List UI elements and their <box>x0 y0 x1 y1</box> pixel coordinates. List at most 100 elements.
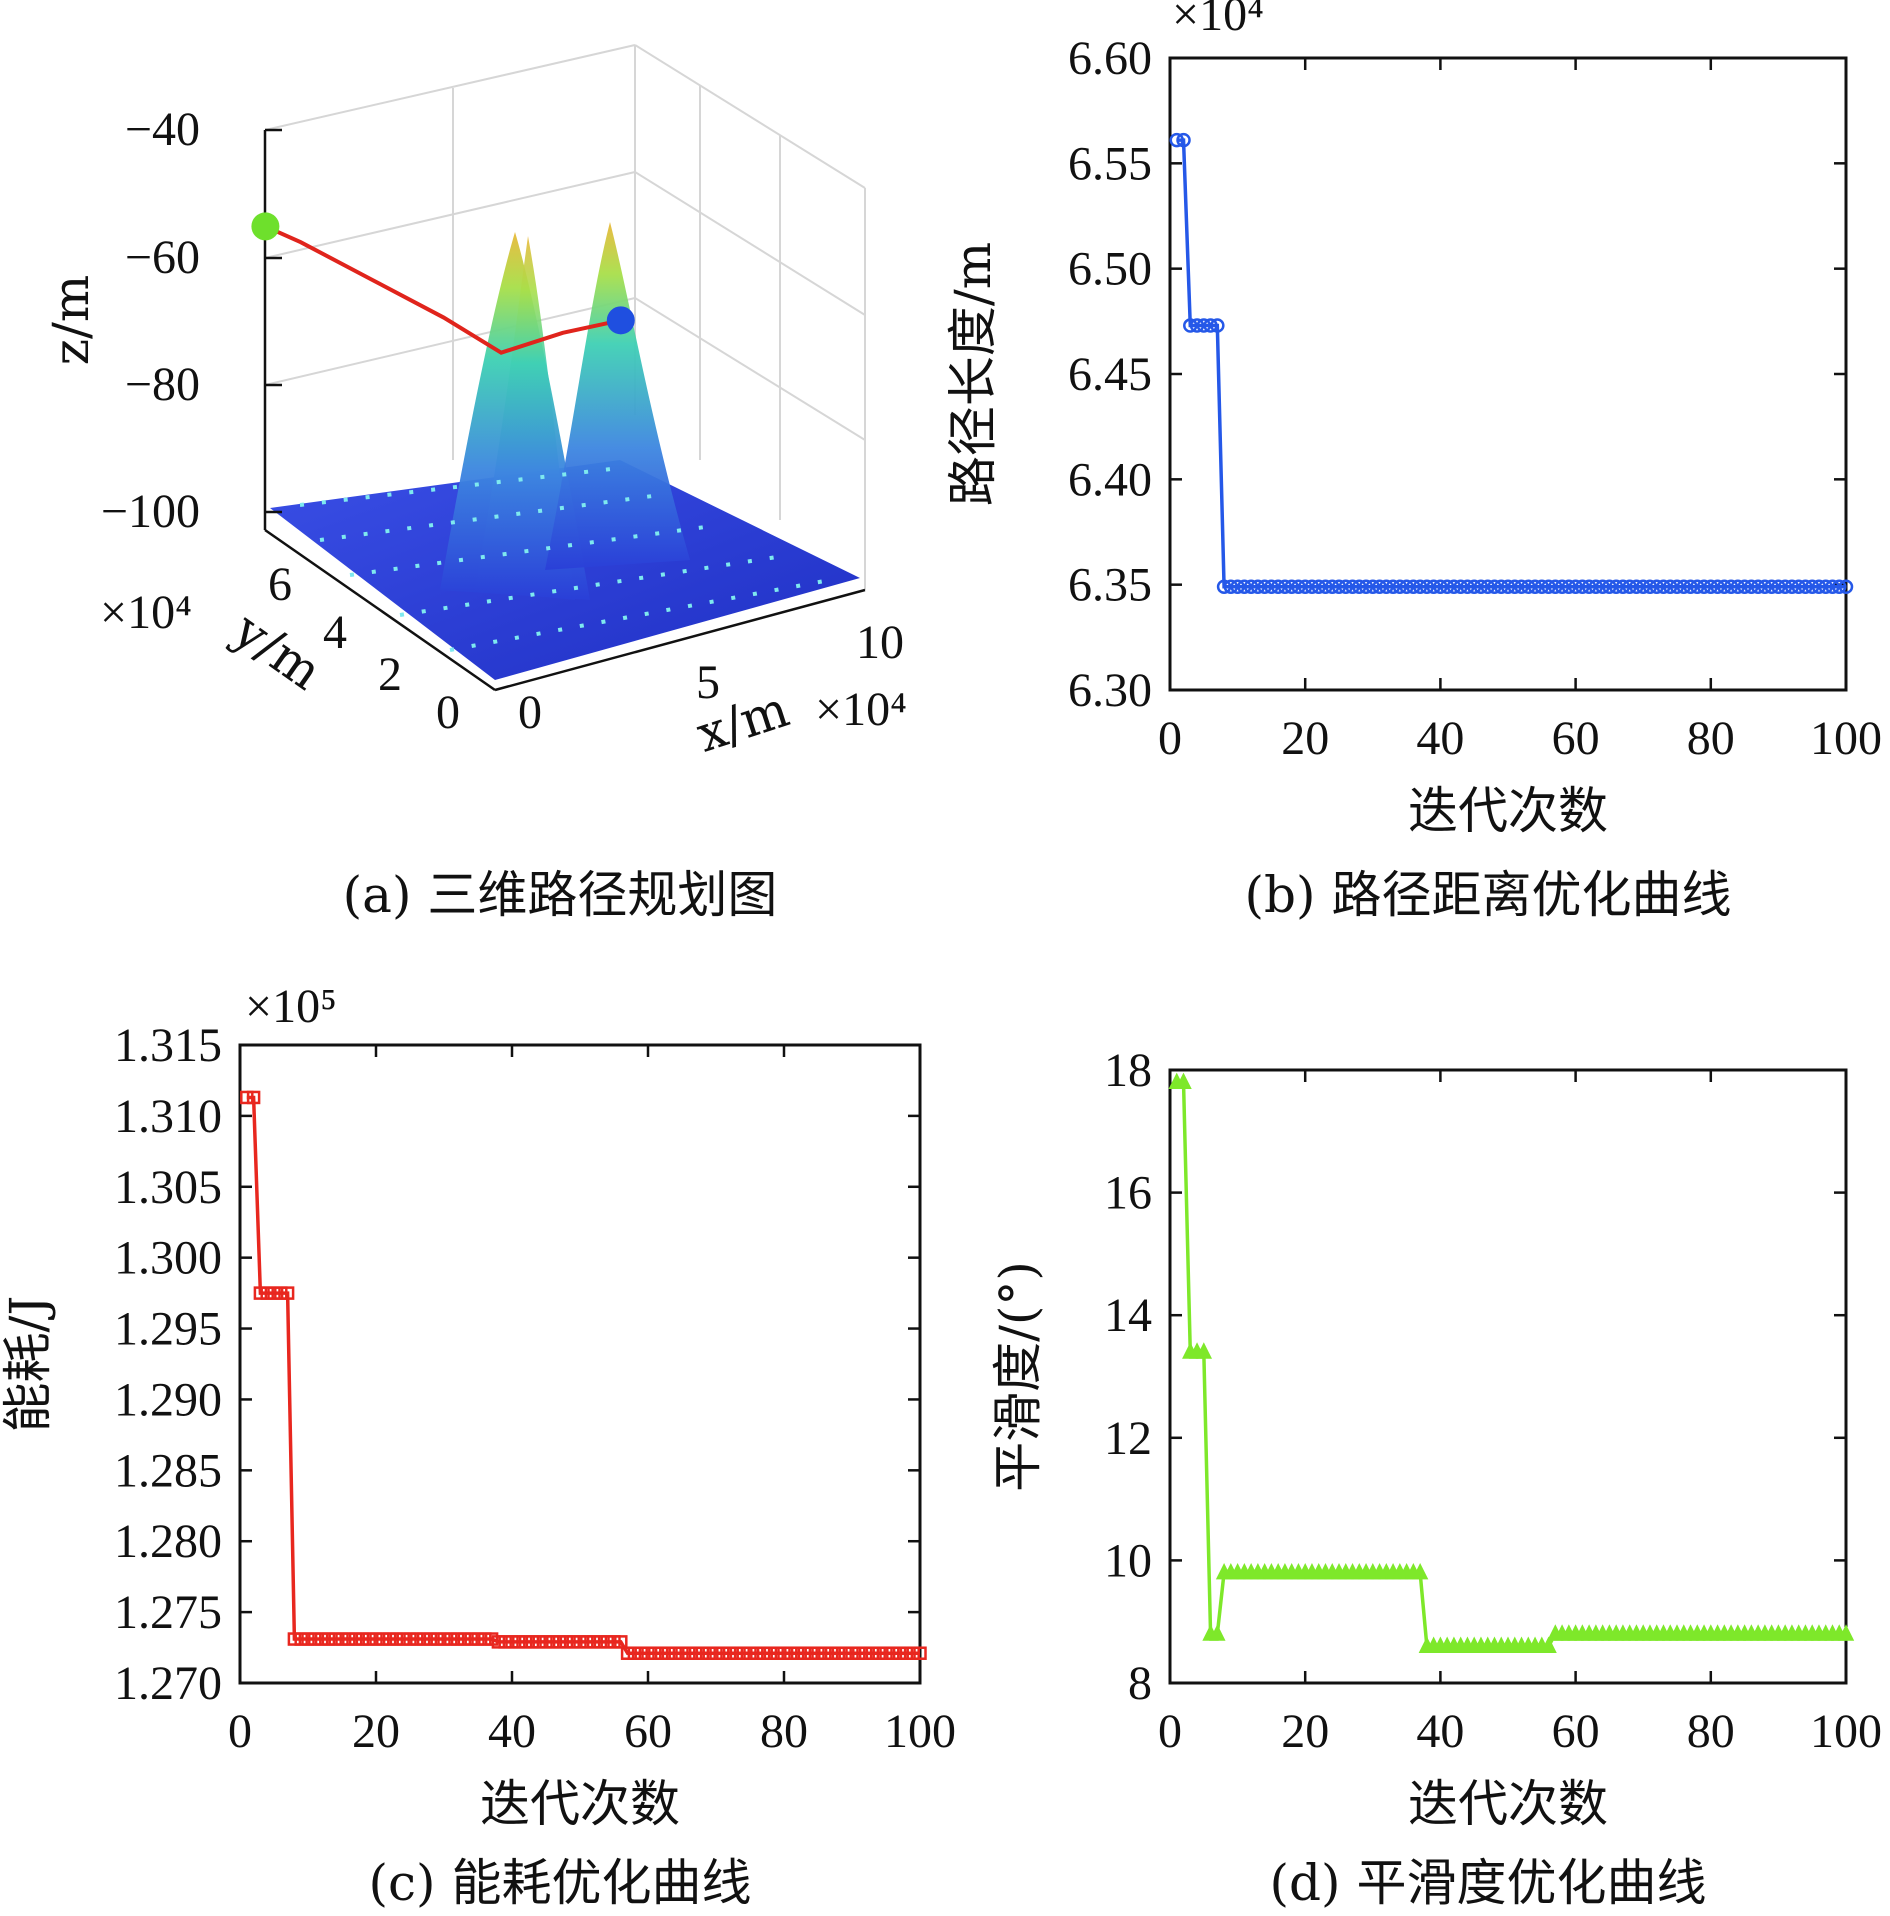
floor-contour-dots <box>299 466 831 652</box>
data-point <box>512 1635 526 1649</box>
z-tick-label: −60 <box>125 231 200 284</box>
data-point <box>1297 579 1313 595</box>
data-point <box>1662 579 1678 595</box>
data-point <box>1777 579 1793 595</box>
data-point <box>1487 579 1502 595</box>
data-point <box>729 1646 744 1660</box>
y-tick-label: 6.60 <box>1068 32 1152 85</box>
data-point <box>287 1632 302 1646</box>
data-point <box>1411 1562 1429 1580</box>
data-point <box>1460 579 1475 595</box>
data-point <box>1352 579 1367 595</box>
y-tick-label: 12 <box>1104 1412 1152 1465</box>
y-tick-label: 2 <box>378 648 402 701</box>
data-point <box>546 1635 560 1649</box>
y-tick-label: 8 <box>1128 1657 1152 1710</box>
data-point <box>818 1646 832 1660</box>
data-point <box>586 1635 601 1649</box>
data-point <box>756 1646 771 1660</box>
data-point <box>838 1646 852 1660</box>
data-point <box>314 1632 329 1646</box>
data-point <box>532 1635 546 1649</box>
data-point <box>879 1646 893 1660</box>
data-point <box>1250 579 1266 595</box>
data-point <box>1345 579 1360 595</box>
panel-b: 0 20 40 60 80 100 6.30 6.35 6.40 6.45 6.50 6.55 6.60… <box>944 0 1882 924</box>
data-point <box>1433 579 1448 595</box>
x-axis-label: 迭代次数 <box>480 1775 680 1833</box>
x-tick-label: 20 <box>1281 712 1329 765</box>
data-point <box>1635 579 1651 595</box>
data-point <box>1399 579 1414 595</box>
data-point <box>1561 579 1577 595</box>
x-tick-label: 10 <box>856 616 904 669</box>
data-point <box>702 1646 716 1660</box>
x-axis-label: 迭代次数 <box>1408 1775 1608 1833</box>
data-point <box>1270 579 1286 595</box>
data-point <box>1534 579 1550 595</box>
data-point <box>525 1635 540 1649</box>
x-tick-label: 40 <box>1416 712 1464 765</box>
data-point <box>852 1646 866 1660</box>
z-tick-label: −100 <box>101 485 200 538</box>
data-point <box>1588 579 1604 595</box>
data-point <box>301 1632 315 1646</box>
data-point <box>1784 579 1800 595</box>
data-point <box>1453 579 1468 595</box>
data-point <box>396 1632 410 1646</box>
data-point <box>648 1646 662 1660</box>
data-point <box>872 1646 886 1660</box>
y-axis-label: 平滑度/(°) <box>989 1261 1047 1492</box>
surface-peak-3 <box>545 222 690 570</box>
data-point <box>471 1632 485 1646</box>
data-point <box>1507 579 1523 595</box>
y-tick-label: 0 <box>436 686 460 739</box>
data-point <box>1521 579 1536 595</box>
data-point <box>1750 579 1766 595</box>
y-tick-label: 6.35 <box>1068 559 1152 612</box>
data-point <box>682 1646 696 1660</box>
data-point <box>1466 579 1482 595</box>
data-point <box>348 1632 363 1646</box>
data-point <box>1837 1624 1855 1641</box>
data-point <box>369 1632 383 1646</box>
data-point <box>1379 579 1394 595</box>
data-point <box>654 1646 669 1660</box>
y-tick-label: 6.55 <box>1068 137 1152 190</box>
data-point <box>362 1632 376 1646</box>
data-point <box>1493 579 1509 595</box>
data-point <box>1602 579 1617 595</box>
data-point <box>1629 579 1644 595</box>
x-tick-label: 40 <box>1416 1705 1464 1758</box>
data-point <box>688 1646 703 1660</box>
data-point <box>1419 579 1435 595</box>
caption-a: (a) 三维路径规划图 <box>343 866 778 924</box>
plot-frame <box>1168 1068 1848 1685</box>
data-point <box>1257 579 1272 595</box>
data-point <box>1548 579 1563 595</box>
caption: (d) 平滑度优化曲线 <box>1270 1854 1707 1912</box>
data-point <box>709 1646 723 1660</box>
data-point <box>1169 132 1185 148</box>
data-point <box>1331 579 1347 595</box>
data-point <box>1723 579 1739 595</box>
data-point <box>1264 579 1279 595</box>
data-point <box>253 1286 268 1300</box>
x-tick-label: 60 <box>624 1705 672 1758</box>
data-point <box>1642 579 1658 595</box>
data-point <box>1757 579 1773 595</box>
data-point <box>1358 579 1374 595</box>
y-tick-label: 1.275 <box>114 1586 222 1639</box>
data-point <box>450 1632 465 1646</box>
data-point <box>1554 579 1570 595</box>
data-point <box>886 1646 900 1660</box>
y-tick-label: 1.315 <box>114 1019 222 1072</box>
data-point <box>1710 579 1725 595</box>
data-point <box>831 1646 846 1660</box>
data-point <box>1311 579 1326 595</box>
data-point <box>1338 579 1354 595</box>
data-point <box>784 1646 798 1660</box>
data-point <box>1385 579 1401 595</box>
data-point <box>308 1632 322 1646</box>
data-point <box>1392 579 1408 595</box>
